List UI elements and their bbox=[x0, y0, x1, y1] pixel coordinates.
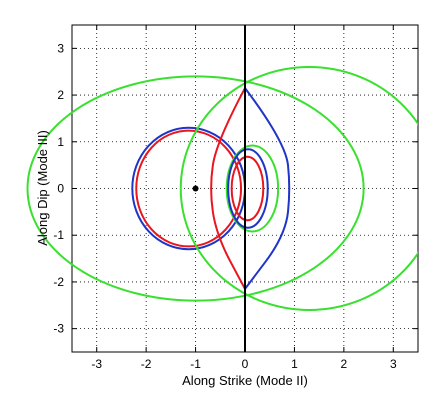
y-tick-label: 1 bbox=[57, 135, 64, 149]
hypocenter-point bbox=[192, 185, 199, 192]
x-tick-label: 3 bbox=[390, 357, 397, 371]
y-axis-title: Along Dip (Mode III) bbox=[35, 130, 50, 246]
x-tick-label: 0 bbox=[242, 357, 249, 371]
y-tick-label: 2 bbox=[57, 88, 64, 102]
series-blue-circle-5 bbox=[227, 148, 269, 229]
x-tick-label: 1 bbox=[291, 357, 298, 371]
x-tick-label: -2 bbox=[141, 357, 152, 371]
y-tick-label: -3 bbox=[53, 322, 64, 336]
series-blue-line-8 bbox=[244, 87, 291, 290]
y-tick-label: 0 bbox=[57, 182, 64, 196]
series-green-circle-0 bbox=[26, 75, 365, 302]
series-red-circle-6 bbox=[230, 155, 265, 222]
series-red-circle-2 bbox=[135, 129, 243, 248]
x-tick-label: -1 bbox=[190, 357, 201, 371]
x-axis-title: Along Strike (Mode II) bbox=[182, 373, 308, 388]
x-tick-label: 2 bbox=[341, 357, 348, 371]
y-tick-label: 3 bbox=[57, 41, 64, 55]
y-tick-label: -2 bbox=[53, 275, 64, 289]
series-green-circle-4 bbox=[225, 144, 280, 233]
tick-labels: -3 -2 -1 0 1 2 3 -3 -2 -1 0 1 2 3 bbox=[53, 41, 397, 371]
y-tick-label: -1 bbox=[53, 228, 64, 242]
series-layer bbox=[26, 25, 418, 352]
x-tick-label: -3 bbox=[91, 357, 102, 371]
series-red-line-7 bbox=[210, 87, 246, 290]
series-green-arc-3 bbox=[179, 66, 418, 311]
